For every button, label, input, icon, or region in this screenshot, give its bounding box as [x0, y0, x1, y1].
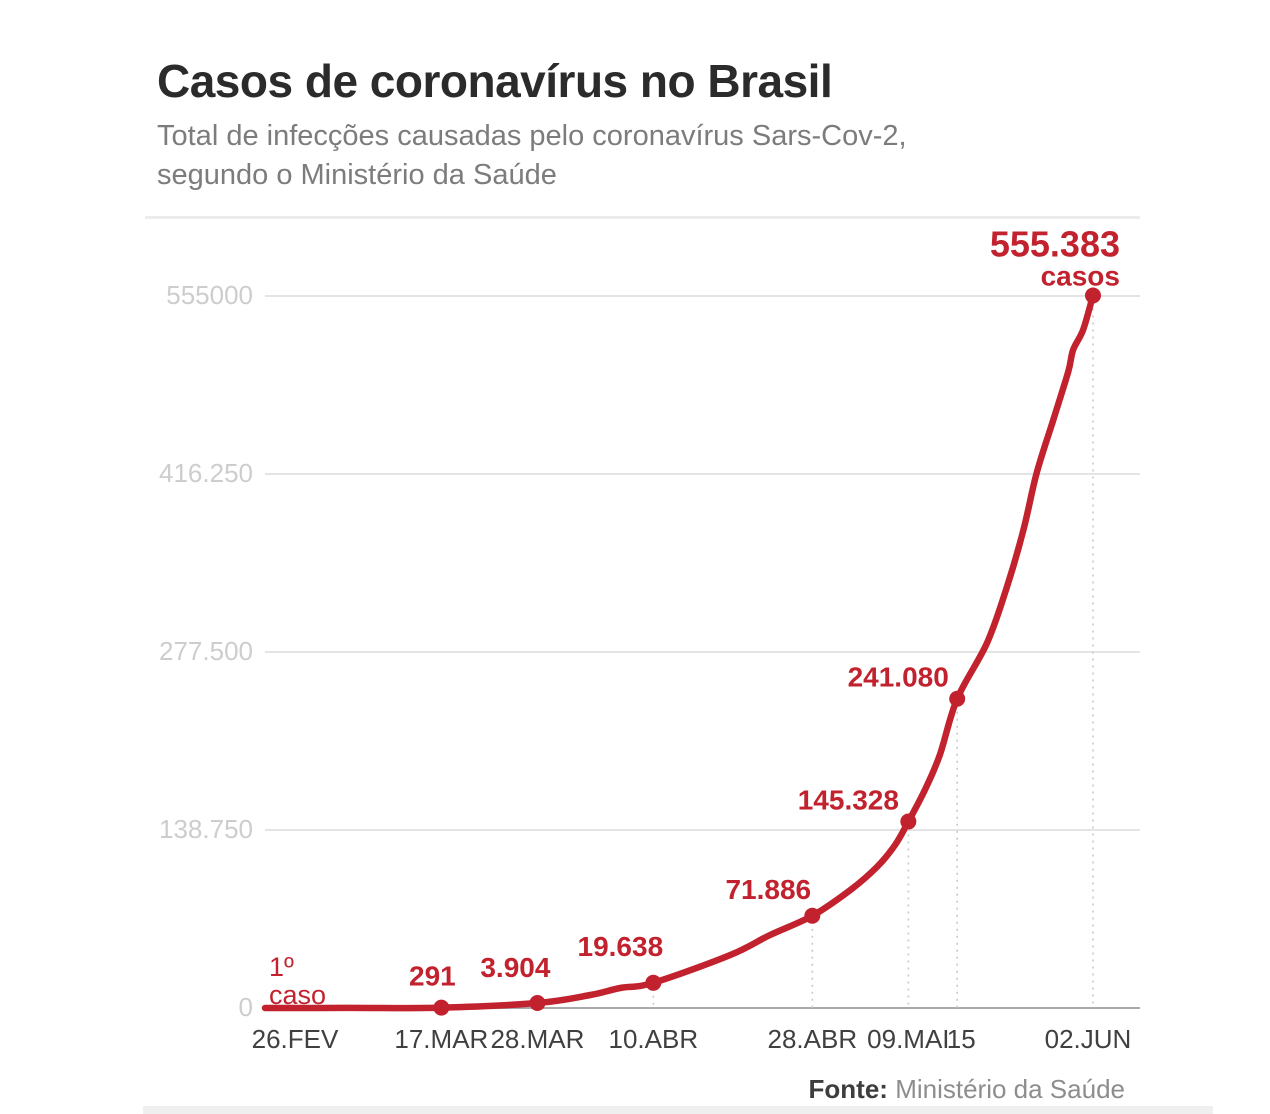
data-point [645, 974, 662, 991]
x-axis-label: 26.FEV [252, 1024, 339, 1054]
data-label: 291 [409, 961, 456, 992]
page-subtitle-line1: Total de infecções causadas pelo coronav… [157, 119, 907, 152]
data-label: 19.638 [578, 931, 664, 962]
source-label: Fonte: [808, 1074, 888, 1104]
page-subtitle: Total de infecções causadas pelo coronav… [157, 117, 1157, 196]
page-title: Casos de coronavírus no Brasil [157, 55, 833, 107]
source-value: Ministério da Saúde [895, 1074, 1125, 1104]
first-case-label: 1º [269, 952, 294, 982]
data-point [433, 999, 450, 1016]
x-axis-label: 17.MAR [394, 1024, 488, 1054]
y-axis-label: 277.500 [159, 636, 253, 666]
data-line [261, 292, 1097, 1012]
source-credit: Fonte: Ministério da Saúde [809, 1074, 1125, 1105]
data-point [949, 690, 966, 707]
data-point [900, 813, 917, 830]
x-axis-label: 09.MAI [867, 1024, 949, 1054]
data-label: 71.886 [725, 874, 811, 905]
data-point [1085, 287, 1101, 304]
data-point [529, 994, 546, 1011]
y-axis-label: 555000 [166, 280, 253, 310]
y-axis-label: 138.750 [159, 814, 253, 844]
y-axis-label: 416.250 [159, 458, 253, 488]
chart-header: Casos de coronavírus no Brasil Total de … [157, 56, 1157, 195]
data-label: 241.080 [848, 662, 949, 693]
x-axis-label: 15 [947, 1024, 976, 1054]
page-subtitle-line2: segundo o Ministério da Saúde [157, 159, 557, 192]
data-label-unit: casos [1041, 261, 1120, 292]
footer-bar [143, 1106, 1213, 1114]
x-axis-label: 02.JUN [1045, 1024, 1132, 1054]
x-axis-label: 28.ABR [768, 1024, 858, 1054]
header-divider [145, 216, 1140, 219]
x-axis-label: 28.MAR [490, 1024, 584, 1054]
data-label: 3.904 [480, 952, 550, 983]
first-case-label: caso [269, 980, 326, 1010]
x-axis-label: 10.ABR [609, 1024, 699, 1054]
data-point [804, 907, 821, 924]
y-axis-label: 0 [239, 992, 253, 1022]
data-label: 145.328 [798, 785, 899, 816]
data-label: 555.383 [990, 224, 1120, 265]
